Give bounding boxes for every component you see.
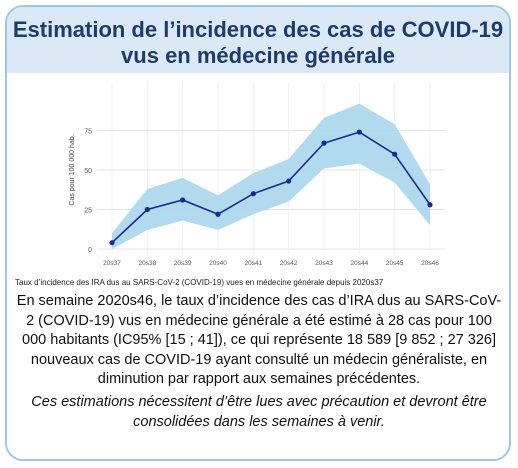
x-tick-label: 20s37 [103, 260, 121, 267]
x-tick-label: 20s43 [315, 260, 333, 267]
card-title: Estimation de l’incidence des cas de COV… [12, 17, 504, 68]
data-point [180, 197, 186, 203]
chart-area: 0 25 50 75 20s37 20s38 20s39 20s40 20s41 20s42 20s… [7, 73, 509, 276]
y-axis-label: Cas pour 100 000 hab. [69, 134, 76, 205]
confidence-band [112, 103, 430, 249]
x-tick-label: 20s44 [350, 260, 368, 267]
series-line [111, 131, 431, 244]
body-paragraph: En semaine 2020s46, le taux d’incidence … [16, 293, 502, 387]
chart-caption: Taux d’incidence des IRA dus au SARS-CoV… [15, 278, 384, 287]
x-tick-label: 20s39 [174, 260, 192, 267]
y-tick-label: 50 [84, 168, 92, 175]
data-point [356, 129, 362, 135]
data-point [215, 211, 221, 217]
x-tick-label: 20s40 [209, 260, 227, 267]
incidence-chart: 0 25 50 75 20s37 20s38 20s39 20s40 20s41 20s42 20s… [69, 83, 445, 276]
caution-note: Ces estimations nécessitent d’être lues … [31, 394, 487, 430]
data-point [109, 240, 115, 246]
info-card: Estimation de l’incidence des cas de COV… [5, 5, 511, 461]
x-tick-label: 20s42 [280, 260, 298, 267]
y-tick-label: 75 [84, 129, 92, 136]
x-tick-label: 20s41 [244, 260, 262, 267]
data-point [286, 178, 292, 184]
title-banner: Estimation de l’incidence des cas de COV… [7, 7, 509, 73]
y-tick-label: 0 [88, 247, 92, 254]
x-tick-label: 20s45 [386, 260, 404, 267]
x-tick-label: 20s38 [138, 260, 156, 267]
data-point [321, 140, 327, 146]
data-point [144, 206, 150, 213]
x-tick-label: 20s46 [421, 260, 439, 267]
data-point [392, 151, 398, 157]
data-point [427, 202, 433, 208]
data-point [250, 191, 256, 197]
y-tick-label: 25 [84, 208, 92, 215]
